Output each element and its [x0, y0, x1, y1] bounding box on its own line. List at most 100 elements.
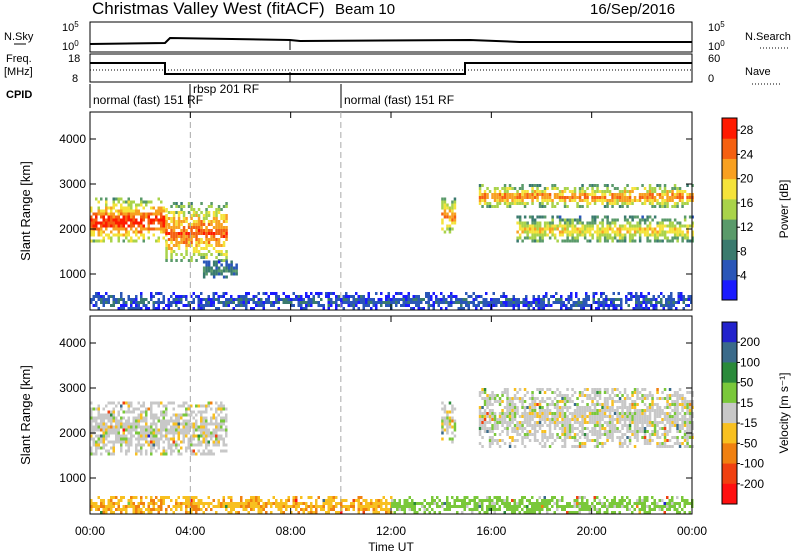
- echo-cell: [97, 422, 100, 426]
- echo-cell: [105, 437, 108, 441]
- echo-cell: [543, 430, 547, 433]
- echo-cell: [380, 508, 383, 511]
- echo-cell: [446, 425, 449, 429]
- echo-cell: [122, 416, 125, 420]
- echo-cell: [370, 307, 373, 310]
- echo-cell: [491, 403, 494, 406]
- echo-cell: [637, 301, 640, 304]
- echo-cell: [536, 239, 539, 243]
- echo-cell: [626, 227, 629, 231]
- echo-cell: [580, 304, 583, 307]
- echo-cell: [650, 298, 653, 301]
- echo-cell: [97, 200, 100, 204]
- echo-cell: [691, 193, 694, 196]
- echo-cell: [130, 224, 133, 228]
- echo-cell: [596, 236, 599, 240]
- echo-cell: [441, 502, 444, 505]
- echo-cell: [152, 416, 155, 420]
- echo-cell: [571, 427, 574, 430]
- echo-cell: [197, 502, 200, 505]
- echo-cell: [623, 424, 627, 427]
- echo-cell: [546, 202, 549, 205]
- echo-cell: [556, 412, 559, 415]
- echo-cell: [636, 421, 639, 424]
- echo-cell: [546, 409, 549, 412]
- echo-cell: [210, 304, 213, 307]
- echo-cell: [195, 229, 198, 232]
- echo-cell: [563, 202, 567, 205]
- nsearch-tick-high: 105: [708, 20, 725, 34]
- echo-cell: [566, 424, 569, 427]
- echo-cell: [667, 298, 670, 301]
- echo-cell: [675, 301, 678, 304]
- echo-cell: [561, 412, 564, 415]
- echo-cell: [362, 505, 365, 508]
- echo-cell: [255, 496, 258, 499]
- echo-cell: [122, 215, 125, 219]
- echo-cell: [636, 430, 639, 433]
- echo-cell: [455, 295, 458, 298]
- echo-cell: [573, 239, 577, 243]
- echo-cell: [561, 508, 564, 511]
- echo-cell: [661, 199, 664, 202]
- echo-cell: [633, 421, 637, 424]
- echo-cell: [483, 430, 487, 433]
- echo-cell: [571, 196, 574, 199]
- echo-cell: [97, 209, 100, 213]
- echo-cell: [653, 205, 657, 208]
- echo-cell: [586, 427, 589, 430]
- echo-cell: [115, 419, 118, 423]
- echo-cell: [518, 224, 522, 228]
- echo-cell: [581, 430, 584, 433]
- echo-cell: [190, 217, 193, 220]
- echo-cell: [190, 244, 193, 247]
- echo-cell: [250, 307, 253, 310]
- echo-cell: [170, 235, 173, 238]
- echo-cell: [531, 221, 534, 225]
- echo-cell: [325, 292, 328, 295]
- echo-cell: [397, 292, 400, 295]
- echo-cell: [365, 505, 368, 508]
- echo-cell: [300, 295, 303, 298]
- echo-cell: [92, 419, 95, 423]
- echo-cell: [581, 421, 584, 424]
- echo-cell: [202, 422, 205, 426]
- echo-cell: [200, 238, 203, 241]
- echo-cell: [385, 505, 388, 508]
- echo-cell: [553, 496, 556, 499]
- echo-cell: [125, 218, 128, 222]
- echo-cell: [362, 298, 365, 301]
- echo-cell: [220, 407, 223, 411]
- echo-cell: [641, 427, 644, 430]
- echo-cell: [678, 397, 682, 400]
- echo-cell: [257, 298, 260, 301]
- echo-cell: [212, 452, 215, 456]
- echo-cell: [150, 431, 153, 435]
- echo-cell: [648, 394, 652, 397]
- echo-cell: [140, 203, 143, 207]
- echo-cell: [207, 229, 211, 232]
- echo-cell: [638, 409, 642, 412]
- echo-cell: [90, 452, 93, 456]
- echo-cell: [460, 301, 463, 304]
- echo-cell: [200, 292, 203, 295]
- echo-cell: [107, 301, 110, 304]
- echo-cell: [92, 295, 95, 298]
- echo-cell: [661, 409, 664, 412]
- echo-cell: [663, 187, 667, 190]
- echo-cell: [212, 298, 215, 301]
- echo-cell: [691, 403, 694, 406]
- echo-cell: [506, 427, 509, 430]
- echo-cell: [538, 388, 542, 391]
- echo-cell: [170, 241, 173, 244]
- echo-cell: [596, 190, 599, 193]
- echo-cell: [455, 301, 458, 304]
- echo-cell: [92, 224, 95, 228]
- echo-cell: [145, 452, 148, 456]
- echo-cell: [120, 425, 123, 429]
- echo-cell: [185, 446, 188, 450]
- echo-cell: [295, 502, 298, 505]
- echo-cell: [130, 209, 133, 213]
- echo-cell: [212, 431, 215, 435]
- echo-cell: [90, 230, 93, 234]
